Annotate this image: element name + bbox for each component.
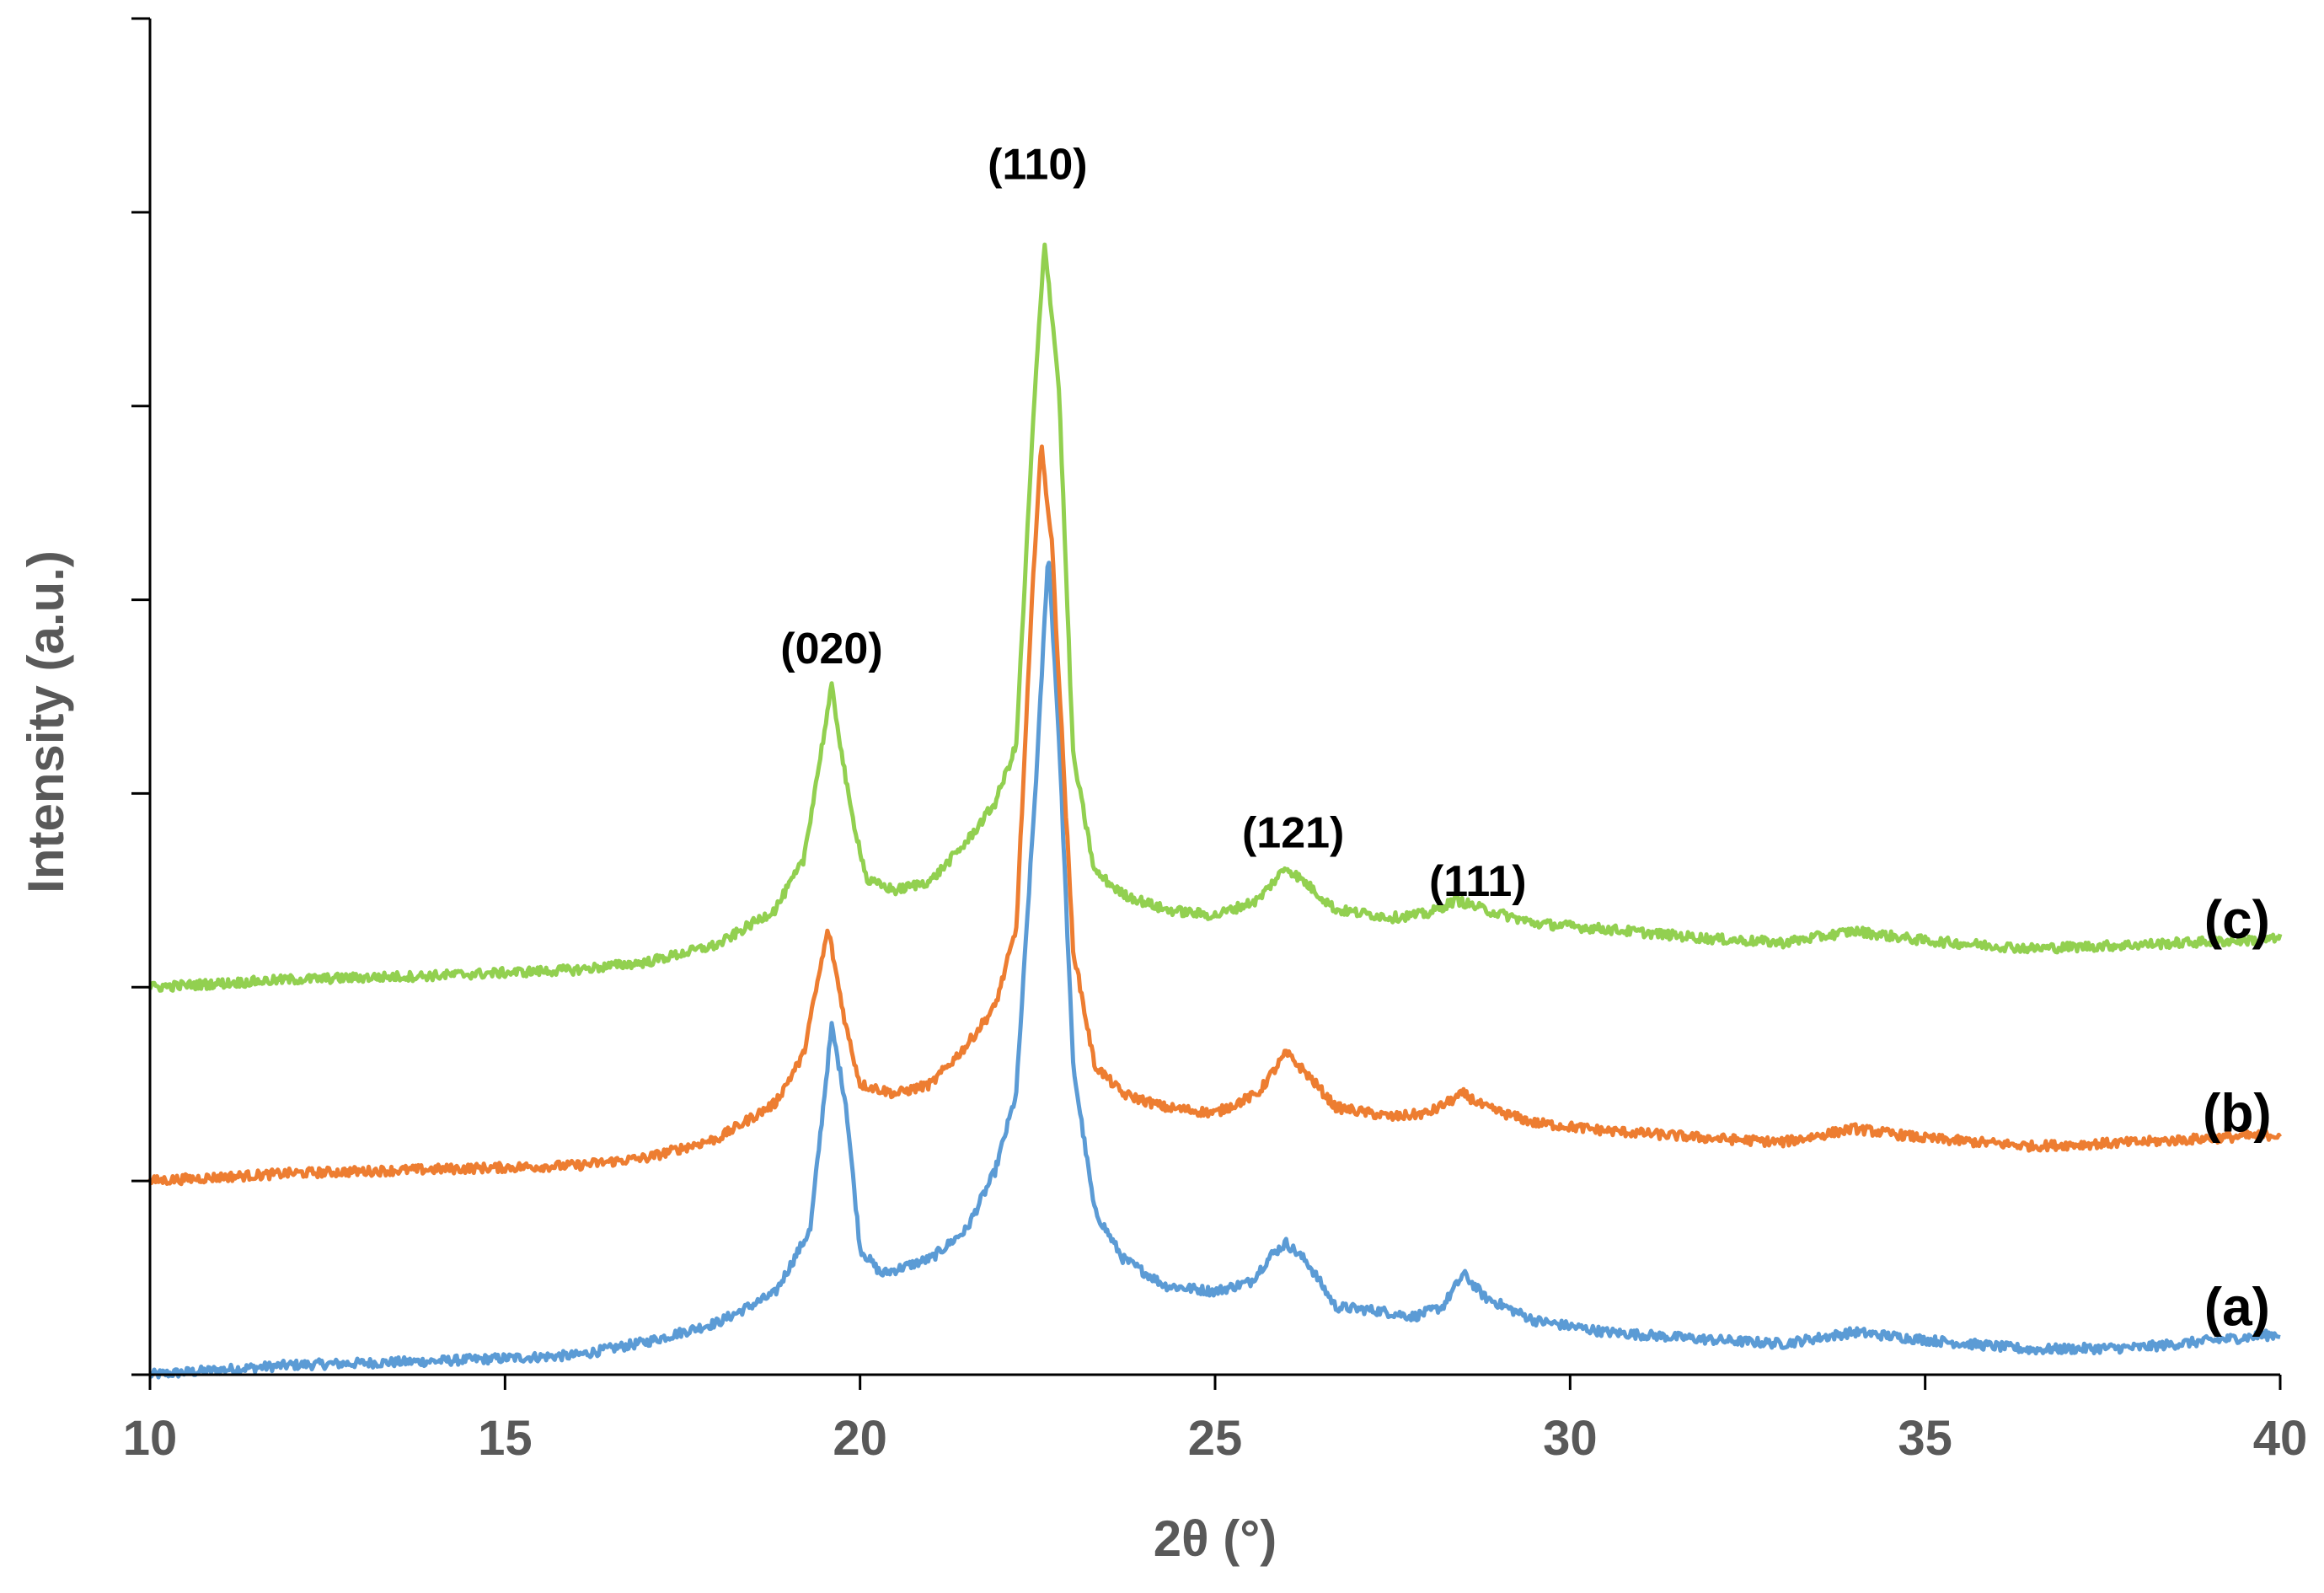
x-axis-title: 2θ (°) bbox=[1154, 1510, 1277, 1567]
y-axis-title: Intensity (a.u.) bbox=[18, 550, 74, 893]
x-tick-label: 10 bbox=[123, 1411, 178, 1466]
peak-label: (020) bbox=[780, 625, 882, 673]
x-tick-label: 20 bbox=[833, 1411, 887, 1466]
x-tick-label: 40 bbox=[2253, 1411, 2308, 1466]
series-labels: (a) (b) (c) bbox=[2203, 889, 2272, 1338]
series-label: (c) bbox=[2204, 889, 2270, 950]
series-line-0 bbox=[147, 560, 2281, 1380]
series-line-2 bbox=[147, 242, 2283, 993]
x-tick-label: 30 bbox=[1543, 1411, 1598, 1466]
peak-label: (111) bbox=[1429, 857, 1527, 906]
peak-label: (121) bbox=[1242, 808, 1344, 857]
peak-label: (110) bbox=[988, 140, 1088, 189]
x-tick-label: 15 bbox=[478, 1411, 533, 1466]
series-label: (a) bbox=[2204, 1277, 2270, 1338]
peak-annotations: (020) (110) (121) (111) bbox=[780, 140, 1526, 905]
plot-area: 10 15 20 25 30 35 40 (020)(110)(121)(111) (a)(… bbox=[123, 17, 2308, 1466]
x-axis-tick-labels: 10 15 20 25 30 35 40 bbox=[123, 1411, 2308, 1466]
x-tick-label: 35 bbox=[1898, 1411, 1952, 1466]
series-line-1 bbox=[147, 444, 2283, 1187]
series-label: (b) bbox=[2203, 1083, 2272, 1144]
x-axis-ticks bbox=[148, 1375, 2282, 1390]
x-tick-label: 25 bbox=[1188, 1411, 1243, 1466]
y-axis-ticks bbox=[131, 17, 150, 1376]
series-layer bbox=[147, 242, 2283, 1380]
